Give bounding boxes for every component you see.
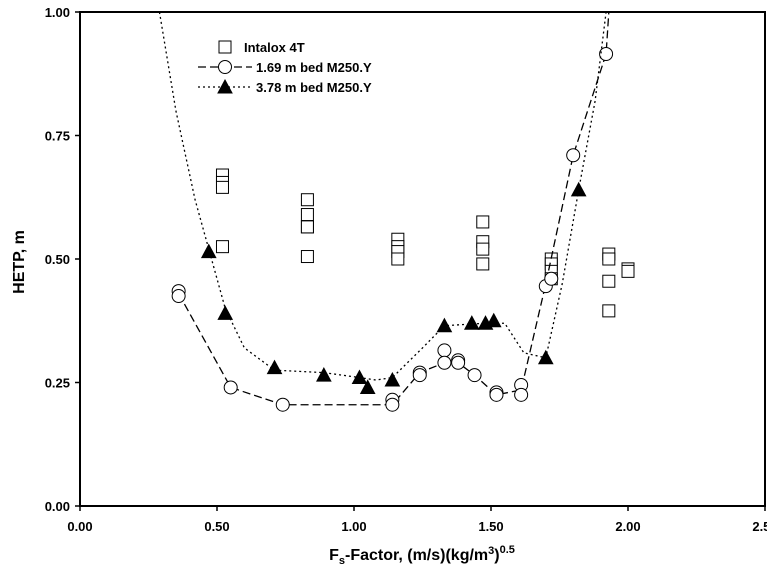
legend-label: 1.69 m bed M250.Y bbox=[256, 60, 372, 75]
marker bbox=[621, 264, 635, 278]
marker bbox=[602, 304, 616, 318]
marker bbox=[467, 368, 482, 383]
marker bbox=[537, 349, 554, 365]
x-tick-label: 0.00 bbox=[67, 519, 92, 534]
marker bbox=[275, 397, 290, 412]
marker bbox=[351, 369, 368, 385]
marker bbox=[599, 46, 614, 61]
x-label-part: F bbox=[329, 547, 339, 564]
marker bbox=[437, 355, 452, 370]
legend-box bbox=[196, 34, 446, 96]
marker bbox=[200, 243, 217, 259]
marker bbox=[544, 271, 559, 286]
marker bbox=[316, 367, 332, 382]
x-tick-label: 2.50 bbox=[752, 519, 767, 534]
marker bbox=[384, 371, 401, 387]
legend-label: 3.78 m bed M250.Y bbox=[256, 80, 372, 95]
legend-marker bbox=[218, 40, 232, 54]
y-tick-label: 1.00 bbox=[45, 5, 70, 20]
marker bbox=[437, 343, 452, 358]
x-label-part: 3 bbox=[488, 545, 494, 557]
marker bbox=[451, 355, 466, 370]
fit-curve bbox=[178, 12, 610, 406]
legend-marker bbox=[217, 78, 233, 94]
marker bbox=[463, 315, 480, 330]
marker bbox=[514, 387, 529, 402]
marker bbox=[602, 274, 616, 288]
y-tick-label: 0.50 bbox=[45, 252, 70, 267]
plot-frame bbox=[79, 11, 766, 507]
marker bbox=[300, 193, 314, 207]
y-axis-label: HETP, m bbox=[11, 230, 28, 294]
marker bbox=[476, 257, 490, 271]
marker bbox=[436, 317, 453, 333]
x-tick-label: 1.50 bbox=[478, 519, 503, 534]
fit-curve bbox=[158, 12, 607, 381]
marker bbox=[215, 180, 229, 194]
y-tick-label: 0.25 bbox=[45, 376, 70, 391]
x-label-part: ) bbox=[494, 547, 499, 564]
legend-marker bbox=[218, 60, 232, 74]
marker bbox=[215, 240, 229, 254]
marker bbox=[570, 181, 587, 197]
y-tick-label: 0.00 bbox=[45, 499, 70, 514]
x-axis-label: Fs-Factor, (m/s)(kg/m3)0.5 bbox=[329, 544, 515, 567]
x-tick-label: 2.00 bbox=[615, 519, 640, 534]
marker bbox=[217, 305, 234, 320]
x-label-part: -Factor, (m/s)(kg/m bbox=[345, 547, 488, 564]
marker bbox=[566, 148, 581, 163]
marker bbox=[266, 359, 283, 375]
marker bbox=[300, 208, 314, 222]
marker bbox=[391, 252, 405, 266]
marker bbox=[602, 252, 616, 266]
marker bbox=[359, 379, 376, 394]
marker bbox=[485, 312, 502, 328]
marker bbox=[300, 250, 314, 264]
marker bbox=[476, 242, 490, 256]
marker bbox=[300, 220, 314, 234]
marker bbox=[223, 380, 238, 395]
marker bbox=[412, 368, 427, 383]
x-label-part: 0.5 bbox=[500, 544, 515, 556]
x-label-part: s bbox=[339, 555, 345, 567]
marker bbox=[489, 387, 504, 402]
marker bbox=[385, 397, 400, 412]
x-tick-label: 1.00 bbox=[341, 519, 366, 534]
legend-label: Intalox 4T bbox=[244, 40, 305, 55]
marker bbox=[476, 215, 490, 229]
x-tick-label: 0.50 bbox=[204, 519, 229, 534]
y-tick-label: 0.75 bbox=[45, 129, 70, 144]
marker bbox=[171, 289, 186, 304]
